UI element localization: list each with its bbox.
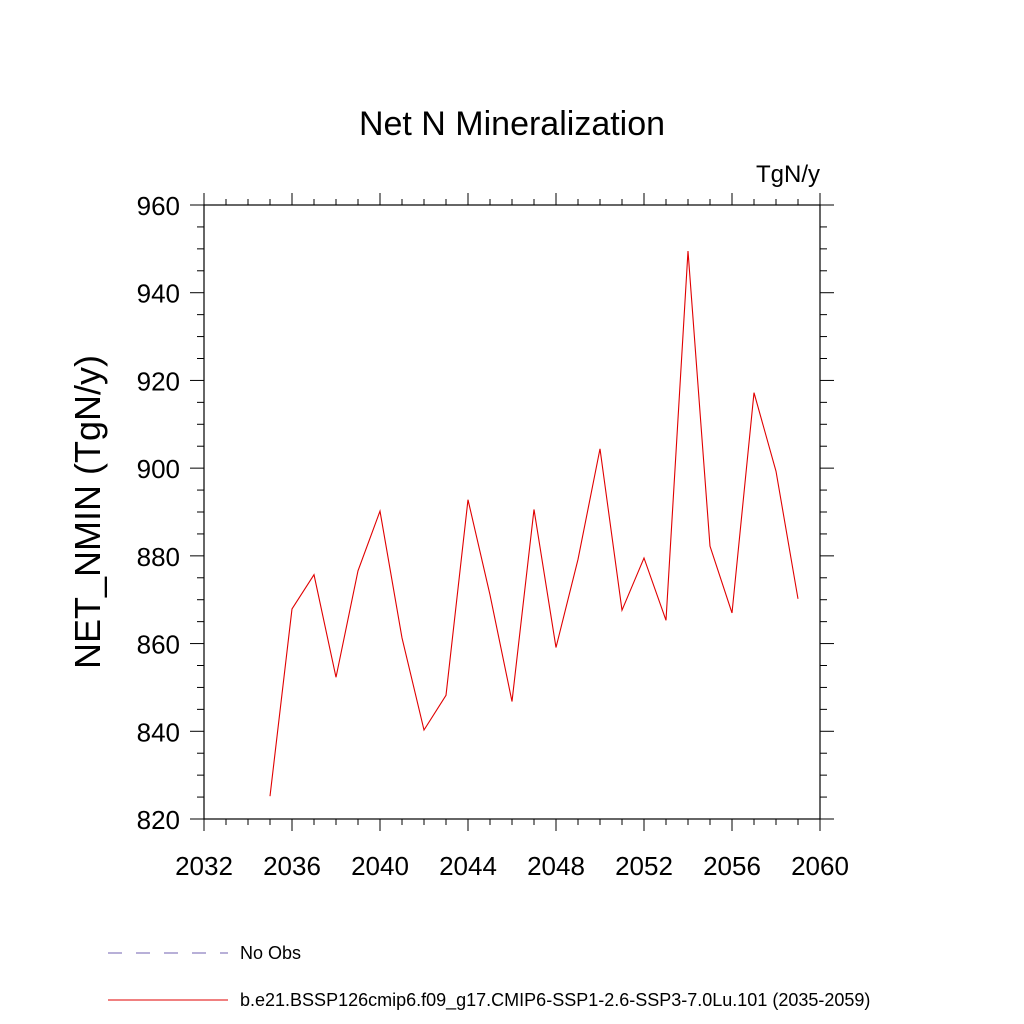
y-tick-label: 960 <box>137 191 180 221</box>
y-tick-label: 860 <box>137 630 180 660</box>
y-tick-label: 940 <box>137 279 180 309</box>
tick-labels: 2032 2036 2040 2044 2048 2052 2056 2060 820 840 86… <box>137 191 849 881</box>
x-tick-label: 2056 <box>703 851 761 881</box>
y-axis-label: NET_NMIN (TgN/y) <box>67 355 108 669</box>
chart-title: Net N Mineralization <box>359 105 665 143</box>
x-tick-label: 2052 <box>615 851 673 881</box>
y-tick-label: 840 <box>137 717 180 747</box>
legend: No Obs b.e21.BSSP126cmip6.f09_g17.CMIP6-S… <box>108 943 870 1011</box>
x-tick-label: 2048 <box>527 851 585 881</box>
x-tick-label: 2032 <box>175 851 233 881</box>
y-tick-label: 920 <box>137 366 180 396</box>
y-tick-label: 900 <box>137 454 180 484</box>
ticks <box>190 193 834 831</box>
x-tick-label: 2036 <box>263 851 321 881</box>
x-tick-label: 2060 <box>791 851 849 881</box>
y-tick-label: 820 <box>137 805 180 835</box>
legend-label-1: No Obs <box>240 943 301 963</box>
y-tick-label: 880 <box>137 542 180 572</box>
series-line <box>269 250 799 797</box>
plot-frame <box>203 204 821 820</box>
x-tick-label: 2040 <box>351 851 409 881</box>
series-layer <box>269 250 799 797</box>
x-tick-label: 2044 <box>439 851 497 881</box>
legend-label-2: b.e21.BSSP126cmip6.f09_g17.CMIP6-SSP1-2.… <box>240 990 870 1011</box>
axes <box>203 204 821 820</box>
units-label: TgN/y <box>756 161 820 188</box>
